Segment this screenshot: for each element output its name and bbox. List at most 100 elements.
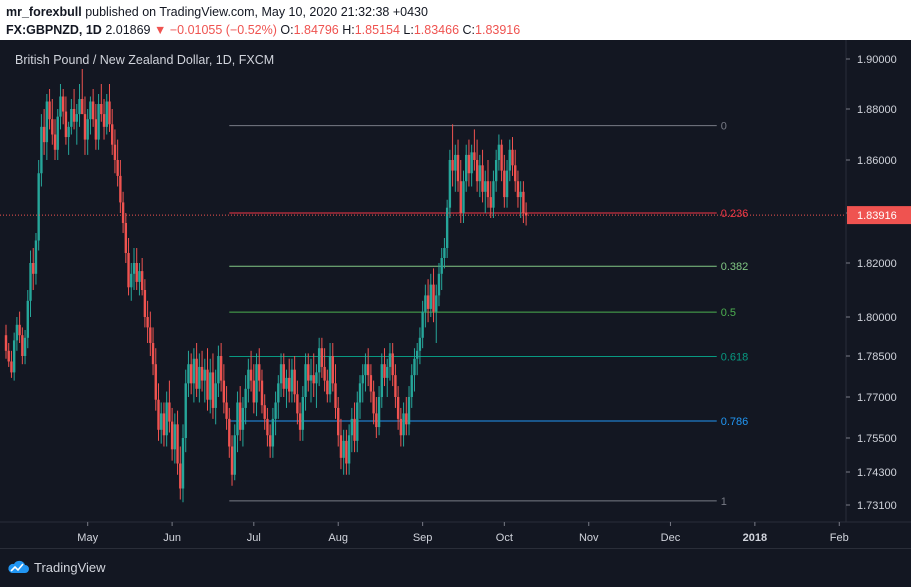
candle-body xyxy=(288,377,291,392)
candle-body xyxy=(429,284,433,309)
candle-body xyxy=(67,126,70,138)
current-price: 1.83916 xyxy=(0,206,911,225)
low-value: 1.83466 xyxy=(413,23,460,37)
candle-body xyxy=(225,402,228,419)
candle-body xyxy=(454,154,457,171)
candle-body xyxy=(402,413,405,436)
fib-level-label: 0.382 xyxy=(721,261,749,273)
candle-body xyxy=(187,364,190,384)
publish-line: mr_forexbull published on TradingView.co… xyxy=(6,5,428,19)
ohlc-line: FX:GBPNZD, 1D 2.01869 ▼ −0.01055 (−0.52%… xyxy=(6,23,520,37)
candle-body xyxy=(293,369,296,395)
candle-body xyxy=(26,300,29,338)
candle-body xyxy=(323,366,326,381)
candle-body xyxy=(189,364,193,384)
candle-body xyxy=(424,295,427,312)
candle-body xyxy=(443,248,446,258)
candle-body xyxy=(64,111,68,138)
candle-body xyxy=(353,418,356,441)
candle-body xyxy=(462,181,465,213)
candle-body xyxy=(350,418,354,436)
candle-body xyxy=(475,160,479,182)
candle-body xyxy=(448,160,452,208)
candle-body xyxy=(345,440,348,464)
candle-body xyxy=(415,350,419,359)
open-value: 1.84796 xyxy=(293,23,339,37)
candle-body xyxy=(135,263,138,282)
candle-body xyxy=(307,364,310,381)
fib-level-label: 0.236 xyxy=(721,208,749,220)
candle-body xyxy=(252,380,256,403)
candle-body xyxy=(435,295,438,312)
candle-body xyxy=(15,324,19,341)
fibonacci-retracement[interactable]: 0 0.236 0.382 0.5 0.618 0.786 1 xyxy=(229,121,748,508)
candle-body xyxy=(375,413,378,428)
candle-body xyxy=(23,337,27,356)
candle-body xyxy=(364,364,367,376)
candle-body xyxy=(214,383,217,408)
candle-body xyxy=(184,383,187,438)
candle-body xyxy=(157,399,160,430)
candle-body xyxy=(478,165,482,182)
candle-body xyxy=(238,402,242,430)
candle-body xyxy=(301,397,305,430)
candle-body xyxy=(162,413,166,436)
fib-level-label: 0.5 xyxy=(721,307,736,319)
symbol-label: FX:GBPNZD, 1D xyxy=(6,23,102,37)
brand-name: TradingView xyxy=(34,559,106,575)
candle-body xyxy=(86,119,89,140)
candle-body xyxy=(192,358,196,384)
low-label: L: xyxy=(403,23,414,37)
candle-body xyxy=(304,364,307,397)
candle-body xyxy=(339,435,343,458)
candle-body xyxy=(61,96,65,112)
x-tick-label: 2018 xyxy=(743,532,767,544)
high-label: H: xyxy=(342,23,355,37)
candle-body xyxy=(146,317,149,328)
candle-body xyxy=(282,364,285,389)
candle-body xyxy=(222,380,226,403)
y-tick-label: 1.90000 xyxy=(857,54,897,66)
candle-body xyxy=(48,101,51,120)
candle-body xyxy=(391,353,394,376)
candle-body xyxy=(121,202,125,223)
author-name[interactable]: mr_forexbull xyxy=(6,5,82,19)
candle-body xyxy=(489,197,492,208)
candle-body xyxy=(290,369,294,392)
candle-body xyxy=(29,263,32,301)
candle-body xyxy=(132,263,136,274)
fib-level-label: 0 xyxy=(721,121,727,133)
y-tick-label: 1.75500 xyxy=(857,433,897,445)
candle-body xyxy=(258,364,261,381)
candle-body xyxy=(198,366,201,389)
candle-body xyxy=(203,369,206,381)
y-tick-label: 1.88000 xyxy=(857,104,897,116)
candle-body xyxy=(32,263,35,274)
publish-header: mr_forexbull published on TradingView.co… xyxy=(0,0,911,40)
candle-body xyxy=(361,375,364,384)
candle-body xyxy=(37,173,40,241)
candle-body xyxy=(195,358,198,389)
candle-body xyxy=(124,223,128,253)
candle-body xyxy=(40,126,43,174)
tradingview-logo[interactable]: TradingView xyxy=(6,559,106,575)
candle-body xyxy=(320,348,324,367)
candle-body xyxy=(413,358,416,376)
candle-body xyxy=(410,375,413,397)
candle-body xyxy=(59,96,62,117)
candle-body xyxy=(380,364,383,397)
candle-body xyxy=(108,101,111,125)
candle-body xyxy=(72,109,76,122)
publish-info: published on TradingView.com, May 10, 20… xyxy=(85,5,428,19)
candle-body xyxy=(383,364,386,378)
candle-body xyxy=(440,258,443,274)
last-value: 2.01869 xyxy=(105,23,151,37)
candle-body xyxy=(388,353,392,367)
candle-body xyxy=(481,165,484,192)
candle-body xyxy=(168,402,171,422)
candle-body xyxy=(228,418,231,447)
chart-frame xyxy=(0,40,911,586)
candle-body xyxy=(111,124,114,145)
candle-body xyxy=(45,101,49,143)
